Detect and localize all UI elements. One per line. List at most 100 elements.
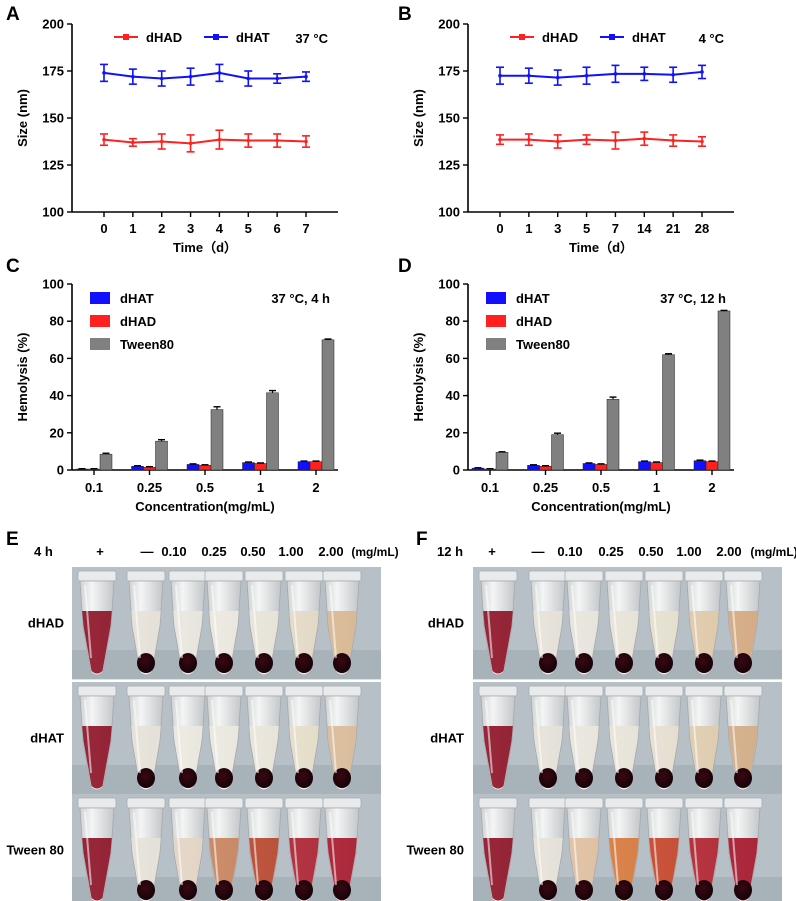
- data-point-dhad: [246, 138, 251, 143]
- y-tick-label: 60: [446, 351, 460, 366]
- rbc-pellet: [615, 653, 633, 673]
- column-label: 0.50: [638, 544, 663, 559]
- rbc-pellet: [137, 653, 155, 673]
- tube: [126, 685, 166, 791]
- y-tick-label: 40: [50, 388, 64, 403]
- rbc-pellet: [255, 880, 273, 900]
- tube: [204, 797, 244, 901]
- tube: [528, 685, 568, 791]
- rbc-pellet: [655, 768, 673, 788]
- tube: [684, 797, 724, 901]
- data-point-dhad: [275, 138, 279, 143]
- tube-highlight: [485, 811, 493, 886]
- bar-tween80: [155, 440, 168, 471]
- tube-highlight: [535, 811, 543, 886]
- panel-letter-b: B: [398, 4, 412, 25]
- y-tick-label: 0: [453, 463, 460, 478]
- series-tween80: [495, 309, 731, 471]
- data-point-dhat: [275, 76, 279, 81]
- tube-supernatant: [483, 837, 513, 901]
- y-axis-label: Size (nm): [15, 89, 30, 147]
- tube: [528, 570, 568, 676]
- legend-swatch-dhat: [486, 292, 506, 304]
- data-point-dhat: [555, 75, 560, 80]
- tube-highlight: [730, 584, 738, 659]
- tube-cap: [644, 570, 684, 582]
- x-tick-label: 0.25: [533, 480, 558, 495]
- data-point-dhat: [642, 72, 647, 76]
- tube-highlight: [84, 699, 92, 774]
- rbc-pellet: [137, 880, 155, 900]
- x-tick-label: 0.5: [196, 480, 214, 495]
- tube-cap: [168, 570, 208, 582]
- legend-marker-dhad: [123, 34, 129, 40]
- tube-highlight: [175, 811, 183, 886]
- tube-cap: [77, 570, 117, 582]
- tube-cap: [684, 570, 724, 582]
- tube-highlight: [251, 699, 259, 774]
- column-label: —: [141, 544, 154, 559]
- bar-tween80: [551, 434, 564, 471]
- tube: [244, 570, 284, 676]
- tube-highlight: [651, 584, 659, 659]
- rbc-pellet: [575, 768, 593, 788]
- tube: [284, 797, 324, 901]
- error-bar: [201, 464, 209, 466]
- tube-cap: [604, 570, 644, 582]
- condition-annotation: 37 °C, 4 h: [271, 291, 330, 306]
- bar-dhat: [297, 461, 311, 471]
- tube-highlight: [329, 811, 337, 886]
- tube: [168, 797, 208, 901]
- tube-cap: [564, 685, 604, 697]
- tube: [684, 570, 724, 676]
- tube-highlight: [571, 699, 579, 774]
- data-point-dhat: [613, 72, 618, 76]
- data-point-dhat: [217, 71, 222, 75]
- tube-highlight: [211, 811, 219, 886]
- rbc-pellet: [734, 768, 752, 788]
- rbc-pellet: [333, 880, 351, 900]
- row-label: Tween 80: [6, 843, 64, 858]
- x-tick-label: 3: [554, 221, 561, 236]
- series-line-dhat: [500, 70, 703, 79]
- column-label: 0.10: [161, 544, 186, 559]
- rbc-pellet: [179, 880, 197, 900]
- x-tick-label: 5: [245, 221, 252, 236]
- tube-highlight: [291, 699, 299, 774]
- tube: [644, 797, 684, 901]
- bar-dhad: [705, 461, 719, 471]
- error-bar: [146, 465, 153, 468]
- tube-cap: [77, 685, 117, 697]
- legend-marker-dhad: [519, 34, 525, 40]
- bar-dhat: [638, 461, 651, 471]
- data-point-dhad: [217, 137, 222, 142]
- y-tick-label: 200: [42, 17, 64, 32]
- error-bar: [530, 464, 537, 466]
- rbc-pellet: [539, 880, 557, 900]
- tube-highlight: [175, 699, 183, 774]
- tube-highlight: [84, 584, 92, 659]
- tube: [604, 685, 644, 791]
- tube-highlight: [211, 584, 219, 659]
- tube: [604, 797, 644, 901]
- panel-letter-c: C: [6, 256, 20, 277]
- tube-cap: [284, 797, 324, 809]
- tube: [564, 797, 604, 901]
- tube-cap: [478, 685, 518, 697]
- error-bar: [720, 309, 728, 312]
- rbc-pellet: [695, 768, 713, 788]
- column-label: 0.25: [598, 544, 623, 559]
- error-bar: [158, 438, 165, 442]
- bar-dhat: [527, 465, 540, 471]
- row-label: dHAD: [28, 616, 64, 631]
- data-point-dhad: [159, 139, 164, 144]
- column-label: +: [488, 544, 496, 559]
- tube-highlight: [485, 584, 493, 659]
- data-point-dhad: [555, 139, 560, 144]
- column-label: 0.50: [240, 544, 265, 559]
- bar-dhad: [539, 466, 552, 471]
- tube: [684, 685, 724, 791]
- tube: [244, 797, 284, 901]
- tube: [564, 685, 604, 791]
- y-tick-label: 175: [42, 64, 64, 79]
